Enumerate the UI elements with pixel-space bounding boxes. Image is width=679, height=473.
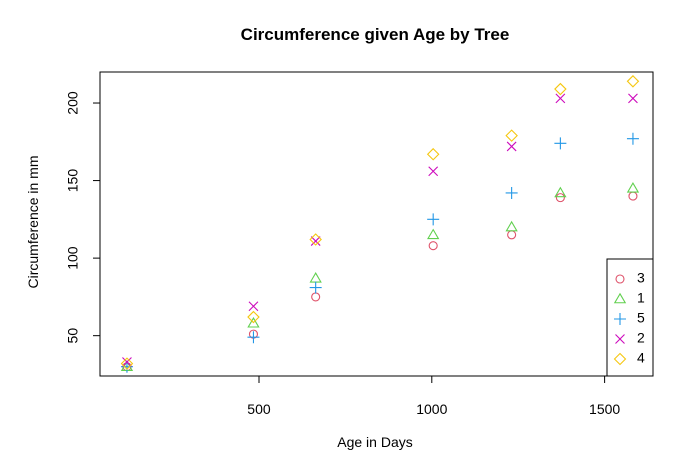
plot-frame [99, 71, 654, 377]
legend-marker-5 [614, 313, 626, 325]
point-tree-1 [505, 220, 518, 232]
point-tree-1 [247, 316, 260, 328]
x-tick-label: 1000 [416, 401, 447, 417]
point-tree-2 [555, 93, 566, 104]
point-tree-2 [428, 166, 439, 177]
point-tree-3 [555, 193, 565, 203]
point-tree-3 [507, 230, 517, 240]
x-tick-label: 500 [247, 401, 271, 417]
point-tree-4 [426, 147, 440, 161]
point-tree-4 [120, 357, 134, 370]
data-points [120, 75, 640, 373]
point-tree-2 [310, 236, 321, 246]
point-tree-2 [248, 301, 259, 312]
chart-title: Circumference given Age by Tree [241, 25, 510, 44]
point-tree-1 [626, 182, 640, 193]
legend-marker-1 [613, 292, 627, 304]
legend-label: 2 [637, 330, 645, 346]
point-tree-5 [427, 213, 440, 226]
point-tree-5 [309, 281, 322, 294]
point-tree-4 [309, 233, 322, 246]
point-tree-4 [626, 75, 640, 88]
point-tree-5 [626, 132, 639, 145]
point-tree-3 [311, 292, 321, 302]
legend-label: 4 [637, 350, 645, 366]
point-tree-3 [428, 241, 438, 251]
point-tree-4 [247, 310, 260, 324]
point-tree-3 [628, 191, 638, 201]
legend-marker-3 [615, 274, 625, 284]
point-tree-2 [628, 93, 638, 104]
point-tree-4 [554, 82, 567, 96]
point-tree-2 [122, 357, 132, 367]
y-tick-label: 50 [65, 328, 81, 344]
point-tree-2 [506, 141, 517, 152]
x-axis-label: Age in Days [337, 434, 412, 450]
y-tick-label: 150 [65, 169, 81, 193]
legend-box [606, 258, 654, 377]
x-tick-label: 1500 [589, 401, 620, 417]
point-tree-1 [554, 186, 567, 198]
legend-marker-2 [615, 334, 625, 344]
point-tree-1 [427, 228, 440, 240]
point-tree-1 [309, 271, 322, 283]
y-tick-label: 100 [65, 246, 81, 270]
legend-label: 5 [637, 310, 645, 326]
point-tree-4 [505, 129, 518, 142]
legend-label: 3 [637, 270, 645, 286]
point-tree-5 [505, 186, 518, 199]
x-axis: 500 1000 1500 [247, 375, 620, 417]
y-axis-label: Circumference in mm [25, 155, 41, 288]
legend-marker-4 [613, 352, 627, 366]
legend-label: 1 [637, 290, 645, 306]
y-tick-label: 200 [65, 91, 81, 115]
y-axis: 50 100 150 200 [65, 91, 101, 344]
legend: 3 1 5 2 4 [606, 258, 654, 377]
point-tree-5 [554, 137, 567, 150]
point-tree-5 [247, 331, 260, 344]
